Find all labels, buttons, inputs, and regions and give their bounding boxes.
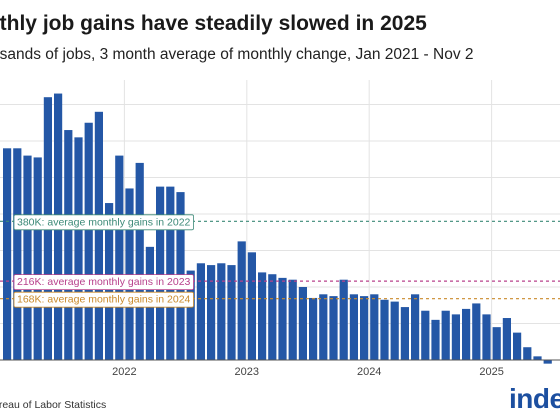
bar [380, 299, 389, 360]
bar [431, 319, 440, 360]
bar [370, 294, 379, 360]
bar [451, 314, 460, 360]
bar [94, 111, 103, 360]
brand-logo: inde [509, 383, 560, 414]
average-label-box [13, 291, 194, 308]
bar [125, 188, 134, 360]
bar [472, 303, 481, 360]
chart-title: onthly job gains have steadily slowed in… [0, 12, 427, 35]
bar [23, 155, 32, 360]
x-tick-label: 2024 [357, 366, 381, 378]
bar [390, 301, 399, 360]
bar [523, 347, 532, 360]
bar [227, 265, 236, 360]
bar [258, 272, 267, 360]
source-note: Bureau of Labor Statistics [0, 399, 107, 411]
bar [543, 360, 552, 364]
average-label-box [13, 214, 194, 231]
bar [207, 265, 216, 360]
bar [247, 252, 256, 360]
bar [13, 148, 22, 360]
bar [196, 263, 205, 360]
bar [339, 279, 348, 360]
bar [186, 270, 195, 360]
x-tick-label: 2022 [112, 366, 136, 378]
average-label-box [13, 274, 194, 291]
bar [329, 296, 338, 360]
bar [278, 277, 287, 360]
bar [462, 308, 471, 360]
bar [166, 186, 175, 360]
average-label: 380K: average monthly gains in 2022 [17, 216, 191, 228]
x-tick-label: 2025 [479, 366, 503, 378]
bar [319, 294, 328, 360]
bar [400, 307, 409, 360]
bar [3, 148, 12, 360]
bar [421, 310, 430, 360]
bar [502, 318, 511, 360]
bar [441, 310, 450, 360]
bar [288, 279, 297, 360]
bar [513, 332, 522, 360]
bar [115, 155, 124, 360]
bar [360, 296, 369, 360]
bar [268, 274, 277, 360]
bar [156, 186, 165, 360]
x-tick-label: 2023 [235, 366, 259, 378]
bar [309, 297, 318, 360]
bar [349, 294, 358, 360]
bar [135, 162, 144, 360]
bar [298, 287, 307, 360]
bar [64, 130, 73, 360]
bar [411, 294, 420, 360]
bar [33, 157, 42, 360]
bar [237, 241, 246, 360]
bar [482, 314, 491, 360]
average-label: 216K: average monthly gains in 2023 [17, 276, 191, 288]
average-label: 168K: average monthly gains in 2024 [17, 294, 191, 306]
bar [533, 356, 542, 360]
bar [492, 327, 501, 360]
chart-subtitle: usands of jobs, 3 month average of month… [0, 46, 474, 63]
bar [84, 122, 93, 360]
bar [217, 263, 226, 360]
bar [74, 137, 83, 360]
